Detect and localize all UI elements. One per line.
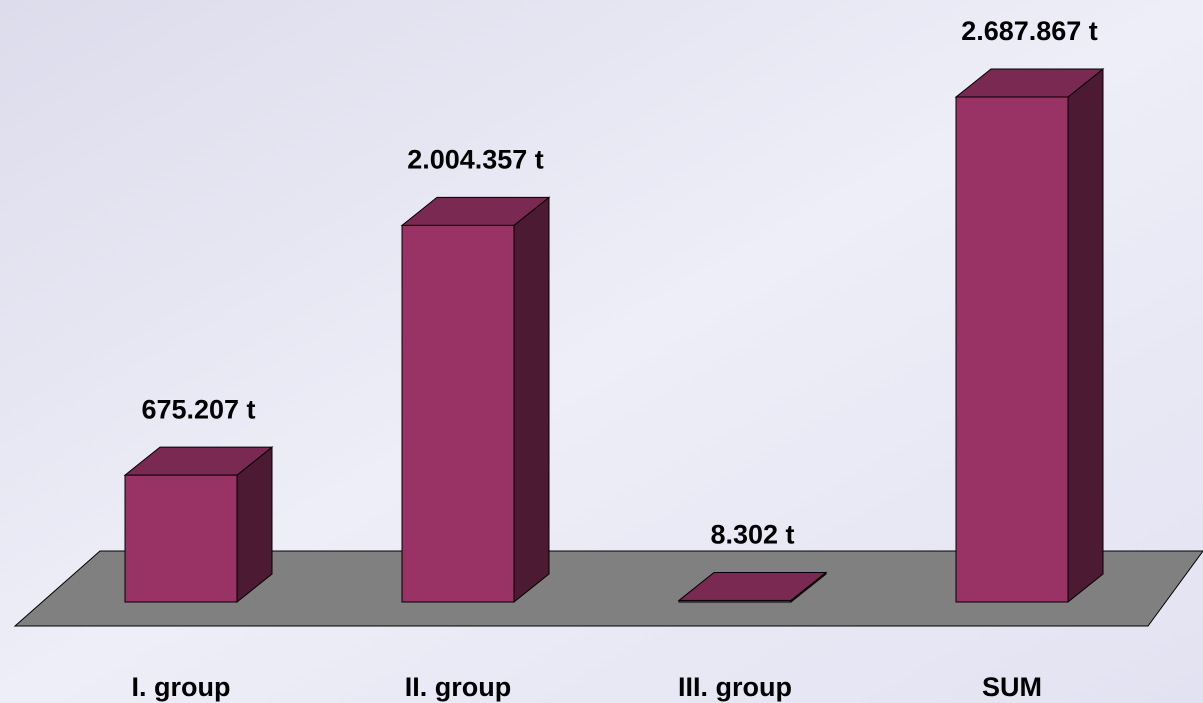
data-label: 2.687.867 t [961,16,1098,46]
bar-front [678,599,792,603]
x-tick-label: III. group [678,672,792,702]
x-tick-label: I. group [132,672,231,702]
bar-front [401,224,515,603]
data-label: 675.207 t [141,394,255,424]
bar [677,571,828,604]
bar-front [124,474,238,603]
x-tick-label: SUM [982,672,1042,702]
data-label: 8.302 t [710,520,794,550]
bar-side [1067,67,1104,604]
bar [400,196,551,604]
floor [13,550,1203,627]
bar-side [513,196,550,604]
bar [954,67,1105,604]
bar [123,446,274,604]
bar-front [955,96,1069,603]
x-tick-label: II. group [405,672,511,702]
data-label: 2.004.357 t [407,145,544,175]
